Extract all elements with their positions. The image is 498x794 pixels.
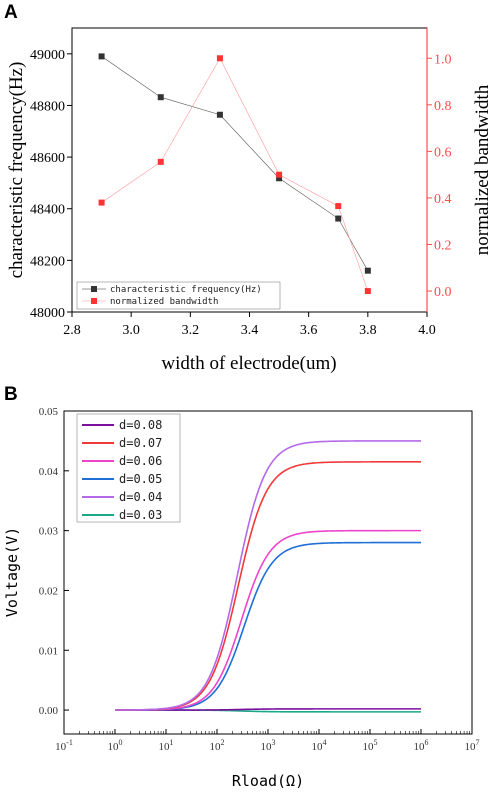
panel-a-letter: A xyxy=(4,2,18,23)
y-tick-label: 0.01 xyxy=(39,645,58,657)
y-right-tick-label: 0.4 xyxy=(434,192,452,207)
y-tick-label: 0.03 xyxy=(39,526,59,538)
series-line-frequency xyxy=(101,56,369,271)
x-tick-label: 3.2 xyxy=(182,323,200,338)
data-point-bandwidth xyxy=(157,158,164,165)
y-tick-label: 0.02 xyxy=(39,585,58,597)
x-tick-label: 104 xyxy=(312,738,327,753)
y-right-tick-label: 0.2 xyxy=(434,238,452,253)
panel-a-x-ticks: 2.8 3.0 3.2 3.4 3.6 3.8 4.0 xyxy=(63,312,436,338)
legend-marker-bandwidth xyxy=(91,298,97,304)
x-tick-label: 3.0 xyxy=(122,323,140,338)
panel-a-series xyxy=(98,53,371,295)
panel-b-x-axis-label: Rload(Ω) xyxy=(232,772,304,790)
panel-a-y-left-axis-label: characteristic frequency(Hz) xyxy=(6,62,27,279)
data-point-bandwidth xyxy=(364,288,371,295)
x-tick-label: 106 xyxy=(414,738,429,753)
y-tick-label: 0.00 xyxy=(39,705,59,717)
y-left-tick-label: 48600 xyxy=(30,151,65,166)
data-point-frequency xyxy=(216,111,223,118)
y-left-tick-label: 49000 xyxy=(30,48,65,63)
panel-b-letter: B xyxy=(4,384,18,405)
legend-label-d=0.07: d=0.07 xyxy=(119,436,162,450)
x-tick-label: 103 xyxy=(261,738,276,753)
y-left-tick-label: 48000 xyxy=(30,306,65,321)
data-point-bandwidth xyxy=(335,203,342,210)
x-tick-label: 107 xyxy=(465,738,480,753)
legend-label-d=0.06: d=0.06 xyxy=(119,454,162,468)
panel-a-y-right-axis-label: normalized bandwidth xyxy=(472,84,493,255)
y-tick-label: 0.04 xyxy=(39,466,59,478)
y-right-tick-label: 0.8 xyxy=(434,99,452,114)
legend-label-d=0.03: d=0.03 xyxy=(119,508,162,522)
x-tick-label: 10-1 xyxy=(55,738,73,753)
panel-a-legend: characteristic frequency(Hz) normalized … xyxy=(76,281,281,310)
legend-label-d=0.08: d=0.08 xyxy=(119,418,162,432)
data-point-frequency xyxy=(276,175,283,182)
panel-b-series xyxy=(114,440,421,713)
panel-b-chart: 10-1 100 101 102 103 104 105 106 107 0.000.010.0… xyxy=(3,406,480,790)
x-tick-label: 3.8 xyxy=(359,323,377,338)
x-tick-label: 4.0 xyxy=(418,323,436,338)
x-tick-label: 2.8 xyxy=(63,323,81,338)
series-line-d=0.06 xyxy=(115,529,421,711)
y-left-tick-label: 48400 xyxy=(30,203,65,218)
panel-a-chart: 2.8 3.0 3.2 3.4 3.6 3.8 4.0 48000 48200 48400 486… xyxy=(6,27,493,374)
y-right-tick-label: 0.6 xyxy=(434,145,452,160)
data-point-bandwidth xyxy=(216,55,223,62)
legend-label-bandwidth: normalized bandwidth xyxy=(110,297,218,307)
series-line-d=0.05 xyxy=(114,541,421,711)
data-point-frequency xyxy=(364,267,371,274)
panel-b-legend: d=0.08 d=0.07 d=0.06 d=0.05 d=0.04 d=0.03 xyxy=(76,413,181,523)
legend-label-frequency: characteristic frequency(Hz) xyxy=(110,285,262,295)
x-tick-label: 105 xyxy=(363,738,378,753)
panel-a-y-right-ticks: 0.0 0.2 0.4 0.6 0.8 1.0 xyxy=(426,28,452,312)
series-line-d=0.04 xyxy=(114,440,421,711)
legend-marker-frequency xyxy=(91,286,97,292)
x-tick-label: 3.4 xyxy=(241,323,259,338)
y-right-tick-label: 0.0 xyxy=(434,285,452,300)
data-point-frequency xyxy=(335,215,342,222)
y-left-tick-label: 48200 xyxy=(30,254,65,269)
y-right-tick-label: 1.0 xyxy=(434,52,452,67)
data-point-frequency xyxy=(98,53,105,60)
series-line-bandwidth xyxy=(101,57,369,292)
panel-b-x-ticks: 10-1 100 101 102 103 104 105 106 107 xyxy=(55,729,480,753)
data-point-frequency xyxy=(157,94,164,101)
y-tick-label: 0.05 xyxy=(39,406,59,418)
panel-a-x-axis-label: width of electrode(um) xyxy=(161,353,336,374)
x-tick-label: 101 xyxy=(159,738,174,753)
data-point-bandwidth xyxy=(276,171,283,178)
panel-a-y-left-ticks: 48000 48200 48400 48600 48800 49000 xyxy=(30,48,72,321)
y-left-tick-label: 48800 xyxy=(30,99,65,114)
x-tick-label: 100 xyxy=(108,738,123,753)
legend-label-d=0.05: d=0.05 xyxy=(119,472,162,486)
panel-a-legend-box xyxy=(76,281,281,310)
data-point-bandwidth xyxy=(98,199,105,206)
panel-b-y-axis-label: Voltage(V) xyxy=(3,527,21,617)
x-tick-label: 102 xyxy=(210,738,225,753)
panel-b-y-ticks: 0.00 0.01 0.02 0.03 0.04 0.05 xyxy=(39,406,69,717)
legend-label-d=0.04: d=0.04 xyxy=(119,490,162,504)
panel-b-legend-box xyxy=(76,413,181,523)
panel-a-plot-frame xyxy=(71,27,428,313)
x-tick-label: 3.6 xyxy=(300,323,318,338)
